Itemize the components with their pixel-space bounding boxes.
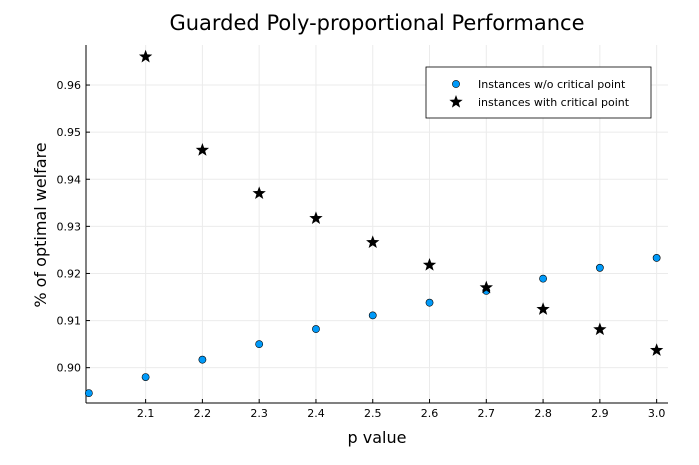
data-point-star (649, 343, 664, 356)
data-point-star (479, 280, 493, 294)
data-point-circle (312, 325, 320, 333)
data-point-circle (652, 254, 661, 262)
data-point-circle (425, 298, 434, 307)
x-tick-label: 2.3 (250, 407, 268, 420)
x-tick-label: 2.5 (364, 407, 382, 420)
legend-label-0: Instances w/o critical point (478, 78, 626, 91)
y-tick-label: 0.93 (57, 220, 82, 233)
x-tick-label: 2.7 (478, 407, 496, 420)
legend: Instances w/o critical point instances w… (425, 66, 652, 119)
x-tick-label: 3.0 (648, 407, 666, 420)
y-tick-label: 0.95 (57, 126, 82, 139)
data-point-circle (595, 263, 604, 272)
legend-box (425, 66, 652, 119)
legend-label-1: instances with critical point (478, 96, 630, 109)
y-tick-label: 0.94 (57, 173, 82, 186)
y-tick-label: 0.96 (57, 79, 82, 92)
y-tick-label: 0.92 (57, 267, 82, 280)
x-tick-label: 2.4 (307, 407, 325, 420)
chart-title: Guarded Poly-proportional Performance (169, 11, 584, 35)
data-point-circle (539, 274, 547, 283)
data-point-circle (198, 355, 207, 364)
tick-label-layer: 2.1 2.2 2.3 2.4 2.5 2.6 2.7 2.8 2.9 3.0 0.90 0.91 0.… (57, 79, 666, 420)
data-point-star (138, 49, 153, 63)
x-tick-label: 2.1 (137, 407, 155, 420)
data-point-circle (255, 340, 264, 349)
data-point-circle (141, 373, 150, 381)
legend-marker (452, 80, 460, 88)
data-point-star (195, 143, 210, 156)
axis-layer (85, 45, 668, 404)
data-point-star (252, 186, 266, 200)
legend-marker-star (449, 95, 463, 108)
x-tick-label: 2.6 (421, 407, 439, 420)
x-axis-label: p value (348, 428, 407, 447)
x-tick-label: 2.8 (534, 407, 552, 420)
legend-marker-circle (452, 80, 460, 88)
y-tick-label: 0.90 (57, 362, 82, 375)
data-points-layer (84, 49, 664, 398)
data-point-star (536, 302, 550, 315)
x-tick-label: 2.9 (591, 407, 609, 420)
y-tick-label: 0.91 (57, 315, 82, 328)
data-point-circle (368, 311, 377, 320)
data-point-star (309, 211, 323, 225)
legend-marker (449, 95, 463, 108)
x-tick-label: 2.2 (194, 407, 212, 420)
data-point-star (422, 257, 437, 271)
data-point-circle (84, 389, 93, 398)
data-point-star (593, 322, 607, 336)
data-point-star (366, 235, 380, 249)
y-axis-label: % of optimal welfare (31, 142, 50, 307)
